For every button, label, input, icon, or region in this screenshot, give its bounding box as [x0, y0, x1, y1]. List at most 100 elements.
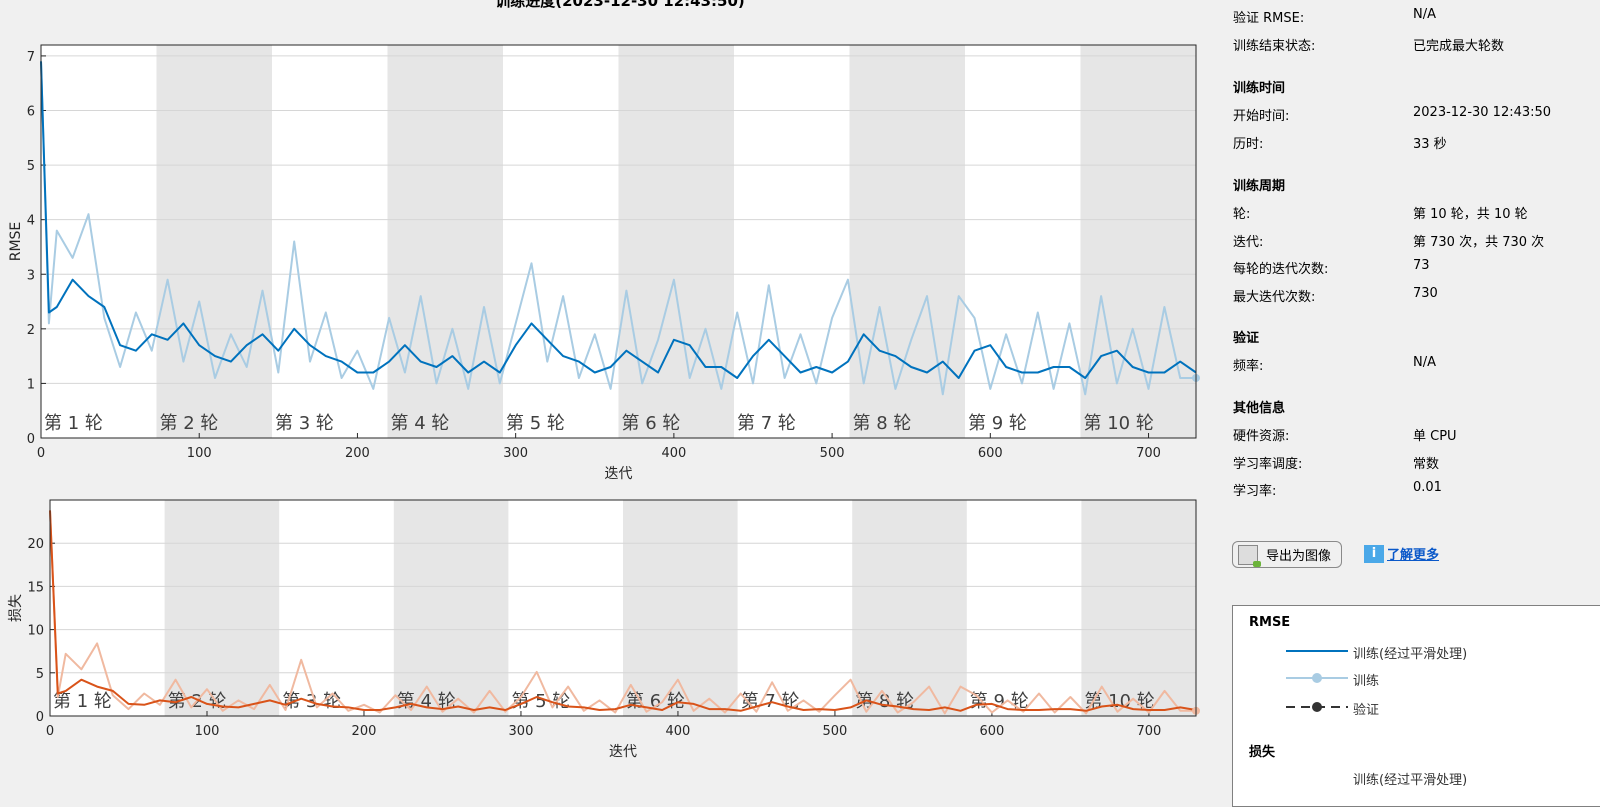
info-label: 每轮的迭代次数:	[1233, 262, 1329, 278]
epoch-label: 第 6 轮	[622, 413, 681, 434]
info-value: 730	[1413, 286, 1438, 302]
info-label: 历时:	[1233, 136, 1264, 152]
legend-loss-smoothed-label: 训练(经过平滑处理)	[1353, 773, 1468, 788]
x-tick-label: 200	[352, 724, 377, 739]
info-icon: i	[1364, 544, 1384, 563]
epoch-label: 第 9 轮	[968, 413, 1027, 434]
rmse-chart: 0 1 2 3 4 5 6 7 0 100 200 300 400 500 600 700 第 1 轮 第 2 轮…	[8, 44, 1200, 482]
x-tick-label: 300	[509, 724, 534, 739]
info-value: N/A	[1413, 7, 1436, 22]
info-label: 训练结束状态:	[1233, 39, 1316, 54]
export-image-button[interactable]: 导出为图像	[1232, 541, 1342, 568]
info-value: 2023-12-30 12:43:50	[1413, 105, 1552, 120]
y-tick-label: 2	[27, 323, 35, 338]
y-tick-label: 0	[36, 710, 44, 725]
learn-more-link-group: i 了解更多	[1364, 544, 1439, 563]
info-section-title: 验证	[1233, 331, 1260, 346]
legend-validation-line	[1286, 702, 1348, 712]
y-axis-label: RMSE	[8, 222, 24, 262]
info-value: 单 CPU	[1413, 429, 1457, 444]
info-label: 频率:	[1233, 359, 1264, 374]
legend-smoothed-line	[1286, 650, 1348, 652]
info-value: 0.01	[1413, 480, 1442, 496]
legend-rmse-title: RMSE	[1249, 615, 1291, 630]
epoch-label: 第 10 轮	[1084, 413, 1154, 434]
epoch-band	[618, 45, 734, 438]
info-section-title: 训练周期	[1233, 179, 1286, 194]
info-value: 73	[1413, 258, 1430, 274]
raw-training-line	[40, 61, 1196, 396]
legend-loss-title: 损失	[1249, 745, 1276, 760]
loss-chart: 051015200 100 200 300 400 500 600 700第 1 轮第 2 轮…	[8, 499, 1200, 760]
axes-box	[40, 44, 1197, 439]
epoch-band	[1080, 45, 1196, 438]
y-tick-label: 10	[27, 624, 44, 639]
legend-training-label: 训练	[1353, 674, 1380, 689]
legend: RMSE 训练(经过平滑处理) 训练 验证 损失 训练(经过平滑处理)	[1232, 605, 1600, 807]
x-tick-label: 0	[37, 446, 45, 461]
y-tick-label: 3	[27, 268, 35, 283]
info-value: N/A	[1413, 355, 1436, 370]
legend-smoothed-label: 训练(经过平滑处理)	[1353, 647, 1468, 662]
y-tick-label: 0	[27, 432, 35, 447]
export-image-icon	[1238, 544, 1261, 567]
y-tick-label: 20	[27, 537, 44, 552]
x-tick-label: 100	[187, 446, 212, 461]
info-label: 验证 RMSE:	[1233, 11, 1305, 26]
x-tick-label: 200	[345, 446, 370, 461]
epoch-label: 第 1 轮	[44, 413, 103, 434]
x-tick-label: 400	[666, 724, 691, 739]
y-tick-label: 15	[27, 580, 44, 595]
y-tick-label: 5	[27, 159, 35, 174]
info-label: 硬件资源:	[1233, 429, 1290, 444]
epoch-band	[156, 45, 272, 438]
x-axis-label: 迭代	[609, 744, 637, 760]
legend-training-line	[1286, 673, 1348, 683]
info-label: 学习率:	[1233, 484, 1277, 500]
epoch-band	[849, 45, 965, 438]
x-axis-label: 迭代	[605, 466, 633, 482]
x-tick-label: 600	[978, 446, 1003, 461]
epoch-band	[387, 45, 503, 438]
x-tick-label: 500	[820, 446, 845, 461]
epoch-label: 第 4 轮	[391, 413, 450, 434]
x-tick-label: 600	[980, 724, 1005, 739]
info-label: 学习率调度:	[1233, 456, 1303, 472]
y-tick-label: 7	[27, 50, 35, 65]
info-label: 迭代:	[1233, 234, 1264, 250]
y-tick-label: 4	[27, 214, 35, 229]
y-tick-label: 5	[36, 667, 44, 682]
epoch-band	[852, 500, 967, 716]
info-value: 第 10 轮，共 10 轮	[1413, 207, 1528, 222]
legend-validation-label: 验证	[1353, 703, 1380, 718]
y-tick-label: 6	[27, 105, 35, 120]
info-value: 第 730 次，共 730 次	[1413, 234, 1545, 250]
epoch-label: 第 4 轮	[397, 691, 456, 712]
y-tick-label: 1	[27, 377, 35, 392]
x-tick-label: 300	[503, 446, 528, 461]
epoch-label: 第 2 轮	[160, 413, 219, 434]
epoch-label: 第 9 轮	[970, 691, 1029, 712]
x-tick-label: 500	[823, 724, 848, 739]
epoch-label: 第 3 轮	[275, 413, 334, 434]
x-tick-label: 100	[195, 724, 220, 739]
epoch-label: 第 5 轮	[506, 413, 565, 434]
epoch-band	[623, 500, 738, 716]
x-tick-label: 400	[661, 446, 686, 461]
epoch-band	[393, 500, 509, 716]
info-label: 开始时间:	[1233, 109, 1290, 124]
epoch-label: 第 8 轮	[853, 413, 912, 434]
export-label: 导出为图像	[1266, 549, 1332, 564]
epoch-label: 第 7 轮	[737, 413, 796, 434]
x-tick-label: 0	[46, 724, 54, 739]
axes-box	[49, 499, 1197, 717]
info-value: 常数	[1413, 456, 1440, 472]
page-title: 训练进度(2023-12-30 12:43:50)	[495, 0, 745, 10]
x-tick-label: 700	[1136, 724, 1161, 739]
epoch-label: 第 5 轮	[511, 691, 570, 712]
x-tick-label: 700	[1136, 446, 1161, 461]
info-section-title: 训练时间	[1233, 81, 1286, 96]
info-value: 已完成最大轮数	[1413, 39, 1505, 54]
learn-more-link[interactable]: 了解更多	[1387, 548, 1440, 563]
smoothed-training-line	[40, 61, 1197, 379]
